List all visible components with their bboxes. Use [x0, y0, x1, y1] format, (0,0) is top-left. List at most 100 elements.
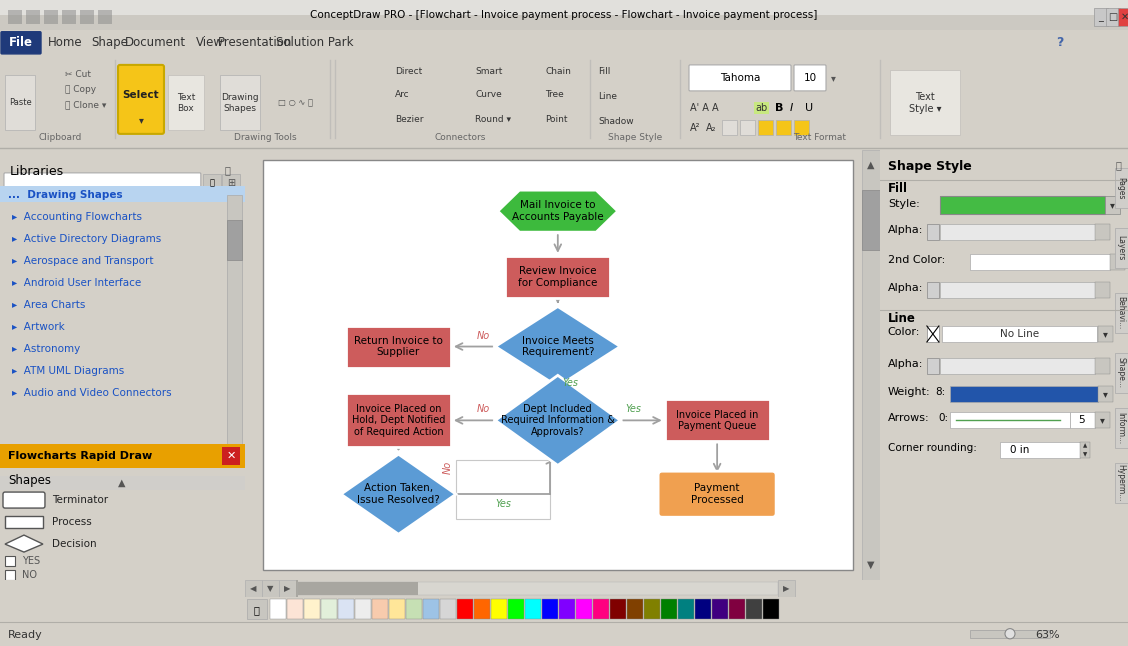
Bar — [296, 580, 298, 597]
Bar — [1114, 463, 1128, 503]
Bar — [927, 224, 938, 240]
Text: 0 in: 0 in — [1010, 445, 1029, 455]
Text: No: No — [477, 331, 491, 340]
Text: Tree: Tree — [545, 90, 564, 99]
Bar — [1114, 168, 1128, 208]
Text: ?: ? — [1056, 36, 1064, 49]
Text: NO: NO — [21, 570, 37, 580]
Text: Shape Style: Shape Style — [888, 160, 971, 173]
Bar — [355, 599, 371, 620]
Text: Behavi...: Behavi... — [1117, 297, 1126, 329]
Text: Payment
Processed: Payment Processed — [690, 483, 743, 505]
Text: Arrows:: Arrows: — [888, 413, 929, 423]
Text: A₂: A₂ — [706, 123, 716, 133]
Text: Pages: Pages — [1117, 176, 1126, 199]
Bar — [5, 516, 43, 528]
Text: YES: YES — [21, 556, 41, 566]
Bar — [423, 599, 439, 620]
Text: ▼: ▼ — [266, 585, 273, 594]
Bar — [541, 599, 558, 620]
Text: 📌: 📌 — [1116, 160, 1121, 170]
Bar — [890, 70, 960, 135]
Text: Arc: Arc — [395, 90, 409, 99]
Text: ▾: ▾ — [830, 73, 836, 83]
Text: Solution Park: Solution Park — [276, 36, 354, 49]
Text: Libraries: Libraries — [10, 165, 64, 178]
Text: ▼: ▼ — [1083, 453, 1087, 457]
Bar — [1118, 8, 1128, 26]
Bar — [227, 195, 241, 450]
Bar — [942, 326, 1096, 342]
Text: ✂ Cut: ✂ Cut — [65, 70, 91, 79]
Text: Process: Process — [52, 517, 91, 527]
FancyBboxPatch shape — [118, 65, 164, 134]
Text: 🔍: 🔍 — [210, 178, 214, 187]
Text: ✕: ✕ — [1121, 12, 1128, 22]
Text: Text Format: Text Format — [793, 133, 846, 142]
Text: Color:: Color: — [888, 327, 920, 337]
Text: ▶: ▶ — [283, 585, 290, 594]
Bar — [0, 444, 245, 468]
Bar — [678, 599, 694, 620]
Bar — [1105, 196, 1120, 214]
Text: Invoice Meets
Requirement?: Invoice Meets Requirement? — [521, 336, 594, 357]
Text: Line: Line — [598, 92, 617, 101]
Text: 8:: 8: — [935, 387, 945, 397]
Bar — [627, 599, 643, 620]
Text: No Line: No Line — [1001, 329, 1040, 339]
Text: 🎨: 🎨 — [254, 605, 259, 615]
Text: 10: 10 — [803, 73, 817, 83]
Text: ▸  Accounting Flowcharts: ▸ Accounting Flowcharts — [12, 212, 142, 222]
Text: No: No — [477, 404, 491, 414]
Bar — [270, 599, 285, 620]
Bar — [456, 461, 549, 519]
Bar — [593, 599, 609, 620]
Bar — [794, 120, 809, 135]
Polygon shape — [495, 375, 620, 465]
Bar — [346, 393, 451, 448]
Text: ▾: ▾ — [139, 115, 143, 125]
Bar — [508, 599, 523, 620]
Bar — [5, 556, 15, 566]
Bar — [1114, 353, 1128, 393]
Text: File: File — [9, 36, 33, 49]
Bar — [927, 282, 938, 298]
Text: Presentation: Presentation — [218, 36, 292, 49]
FancyBboxPatch shape — [5, 173, 201, 193]
Text: Select: Select — [123, 90, 159, 100]
Bar — [763, 599, 778, 620]
Text: ▸  Astronomy: ▸ Astronomy — [12, 344, 80, 354]
Text: No: No — [443, 461, 453, 474]
Text: Return Invoice to
Supplier: Return Invoice to Supplier — [354, 336, 443, 357]
Text: Invoice Placed on
Hold, Dept Notified
of Required Action: Invoice Placed on Hold, Dept Notified of… — [352, 404, 446, 437]
Bar — [26, 10, 39, 24]
Text: Alpha:: Alpha: — [888, 283, 923, 293]
Bar — [0, 0, 1128, 15]
Bar — [457, 599, 473, 620]
Bar — [5, 570, 15, 580]
Bar — [862, 190, 880, 250]
Bar — [287, 599, 302, 620]
Bar — [927, 358, 938, 374]
Text: Fill: Fill — [888, 182, 908, 195]
Text: Home: Home — [47, 36, 82, 49]
Text: Ready: Ready — [8, 630, 43, 640]
Bar — [389, 599, 405, 620]
Text: ▲: ▲ — [1083, 444, 1087, 448]
Bar — [862, 150, 880, 580]
Text: ⧉ Clone ▾: ⧉ Clone ▾ — [65, 100, 106, 109]
Bar — [778, 580, 795, 597]
Bar — [279, 580, 296, 597]
Text: Line: Line — [888, 312, 916, 325]
Text: ...  Drawing Shapes: ... Drawing Shapes — [8, 190, 123, 200]
Bar — [8, 10, 23, 24]
Text: ▾: ▾ — [1110, 200, 1114, 210]
Bar — [0, 15, 1128, 30]
Bar — [1114, 228, 1128, 268]
Text: Point: Point — [545, 116, 567, 125]
Text: ⎘ Copy: ⎘ Copy — [65, 85, 96, 94]
Text: Text
Style ▾: Text Style ▾ — [909, 92, 941, 114]
Bar — [1114, 408, 1128, 448]
FancyBboxPatch shape — [794, 65, 826, 91]
Text: ▲: ▲ — [867, 160, 874, 170]
